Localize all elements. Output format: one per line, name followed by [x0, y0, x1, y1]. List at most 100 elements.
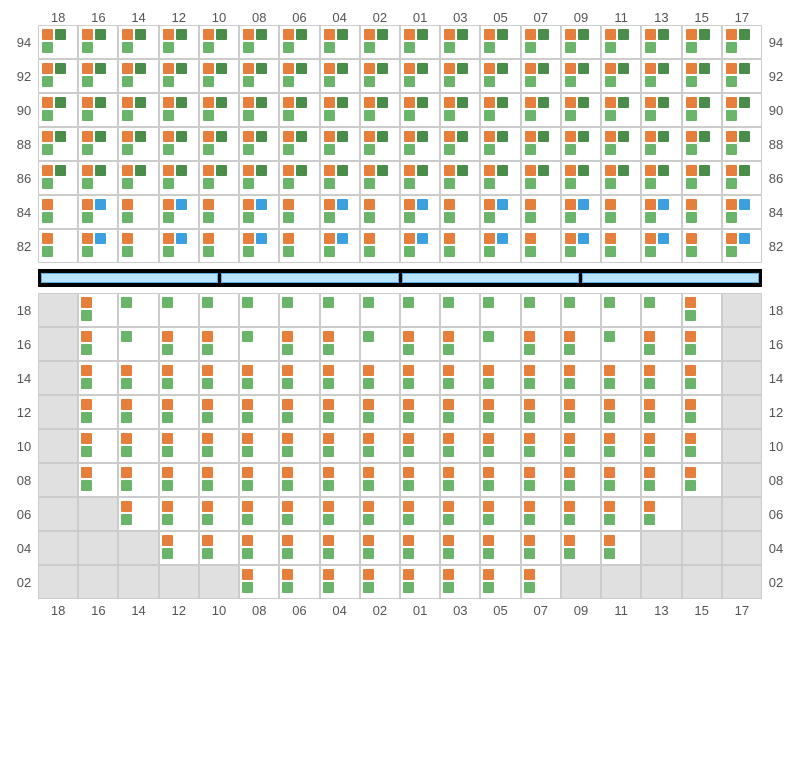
- slot-cell[interactable]: [279, 497, 319, 531]
- slot-cell[interactable]: [521, 497, 561, 531]
- slot-cell[interactable]: [320, 59, 360, 93]
- slot-cell[interactable]: [199, 327, 239, 361]
- slot-cell[interactable]: [360, 93, 400, 127]
- slot-cell[interactable]: [239, 229, 279, 263]
- slot-cell[interactable]: [641, 161, 681, 195]
- slot-cell[interactable]: [682, 565, 722, 599]
- slot-cell[interactable]: [199, 361, 239, 395]
- slot-cell[interactable]: [360, 463, 400, 497]
- slot-cell[interactable]: [480, 429, 520, 463]
- slot-cell[interactable]: [641, 59, 681, 93]
- slot-cell[interactable]: [400, 93, 440, 127]
- slot-cell[interactable]: [480, 25, 520, 59]
- slot-cell[interactable]: [722, 565, 762, 599]
- slot-cell[interactable]: [78, 59, 118, 93]
- slot-cell[interactable]: [159, 59, 199, 93]
- slot-cell[interactable]: [601, 293, 641, 327]
- slot-cell[interactable]: [440, 293, 480, 327]
- slot-cell[interactable]: [601, 195, 641, 229]
- slot-cell[interactable]: [400, 497, 440, 531]
- slot-cell[interactable]: [521, 463, 561, 497]
- slot-cell[interactable]: [38, 293, 78, 327]
- slot-cell[interactable]: [239, 395, 279, 429]
- slot-cell[interactable]: [118, 293, 158, 327]
- slot-cell[interactable]: [199, 463, 239, 497]
- slot-cell[interactable]: [641, 429, 681, 463]
- slot-cell[interactable]: [78, 395, 118, 429]
- slot-cell[interactable]: [320, 395, 360, 429]
- slot-cell[interactable]: [199, 395, 239, 429]
- slot-cell[interactable]: [601, 93, 641, 127]
- slot-cell[interactable]: [199, 127, 239, 161]
- slot-cell[interactable]: [199, 59, 239, 93]
- slot-cell[interactable]: [78, 25, 118, 59]
- slot-cell[interactable]: [239, 565, 279, 599]
- slot-cell[interactable]: [239, 497, 279, 531]
- slot-cell[interactable]: [38, 127, 78, 161]
- slot-cell[interactable]: [641, 195, 681, 229]
- slot-cell[interactable]: [561, 463, 601, 497]
- slot-cell[interactable]: [159, 195, 199, 229]
- slot-cell[interactable]: [561, 195, 601, 229]
- slot-cell[interactable]: [360, 59, 400, 93]
- slot-cell[interactable]: [279, 93, 319, 127]
- slot-cell[interactable]: [601, 25, 641, 59]
- slot-cell[interactable]: [601, 395, 641, 429]
- slot-cell[interactable]: [722, 59, 762, 93]
- slot-cell[interactable]: [480, 565, 520, 599]
- slot-cell[interactable]: [360, 25, 400, 59]
- slot-cell[interactable]: [561, 25, 601, 59]
- slot-cell[interactable]: [722, 93, 762, 127]
- slot-cell[interactable]: [38, 531, 78, 565]
- slot-cell[interactable]: [118, 531, 158, 565]
- slot-cell[interactable]: [159, 565, 199, 599]
- slot-cell[interactable]: [722, 229, 762, 263]
- slot-cell[interactable]: [641, 293, 681, 327]
- slot-cell[interactable]: [320, 127, 360, 161]
- slot-cell[interactable]: [279, 293, 319, 327]
- slot-cell[interactable]: [601, 531, 641, 565]
- slot-cell[interactable]: [118, 229, 158, 263]
- slot-cell[interactable]: [360, 293, 400, 327]
- slot-cell[interactable]: [521, 25, 561, 59]
- slot-cell[interactable]: [78, 229, 118, 263]
- slot-cell[interactable]: [400, 229, 440, 263]
- slot-cell[interactable]: [360, 429, 400, 463]
- slot-cell[interactable]: [601, 59, 641, 93]
- slot-cell[interactable]: [78, 361, 118, 395]
- slot-cell[interactable]: [440, 25, 480, 59]
- slot-cell[interactable]: [239, 429, 279, 463]
- slot-cell[interactable]: [320, 195, 360, 229]
- slot-cell[interactable]: [480, 161, 520, 195]
- slot-cell[interactable]: [440, 565, 480, 599]
- slot-cell[interactable]: [38, 93, 78, 127]
- slot-cell[interactable]: [279, 429, 319, 463]
- slot-cell[interactable]: [239, 161, 279, 195]
- slot-cell[interactable]: [641, 25, 681, 59]
- slot-cell[interactable]: [440, 93, 480, 127]
- slot-cell[interactable]: [440, 361, 480, 395]
- slot-cell[interactable]: [159, 463, 199, 497]
- slot-cell[interactable]: [159, 127, 199, 161]
- slot-cell[interactable]: [641, 229, 681, 263]
- slot-cell[interactable]: [722, 429, 762, 463]
- slot-cell[interactable]: [521, 531, 561, 565]
- slot-cell[interactable]: [521, 93, 561, 127]
- slot-cell[interactable]: [400, 395, 440, 429]
- slot-cell[interactable]: [239, 59, 279, 93]
- slot-cell[interactable]: [279, 161, 319, 195]
- slot-cell[interactable]: [480, 127, 520, 161]
- slot-cell[interactable]: [239, 531, 279, 565]
- slot-cell[interactable]: [279, 463, 319, 497]
- slot-cell[interactable]: [78, 127, 118, 161]
- slot-cell[interactable]: [279, 395, 319, 429]
- slot-cell[interactable]: [159, 229, 199, 263]
- slot-cell[interactable]: [78, 161, 118, 195]
- slot-cell[interactable]: [480, 59, 520, 93]
- slot-cell[interactable]: [682, 59, 722, 93]
- slot-cell[interactable]: [722, 531, 762, 565]
- slot-cell[interactable]: [480, 293, 520, 327]
- slot-cell[interactable]: [38, 25, 78, 59]
- slot-cell[interactable]: [521, 161, 561, 195]
- slot-cell[interactable]: [601, 497, 641, 531]
